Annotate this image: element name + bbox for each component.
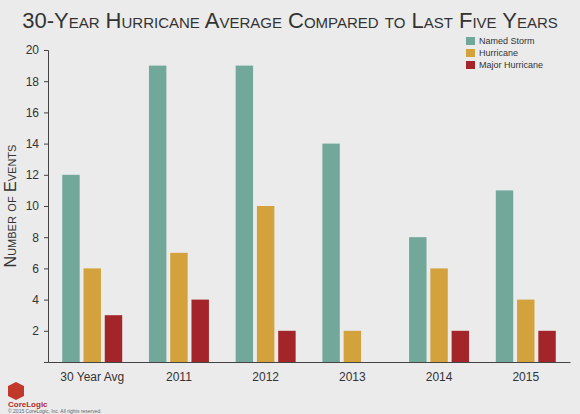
tick-label: 2: [32, 324, 39, 338]
legend-swatch: [466, 61, 475, 69]
tick-label: 20: [26, 43, 40, 57]
tick-label: 10: [26, 199, 40, 213]
bar: [496, 190, 513, 362]
tick-label: 2013: [339, 370, 366, 384]
tick-label: 2011: [166, 370, 192, 384]
axis-line: [44, 51, 49, 363]
tick: 2012: [252, 362, 279, 384]
bar: [278, 331, 295, 362]
chart: 30-Year Hurricane Average Compared to La…: [0, 0, 580, 414]
legend-swatch: [466, 37, 475, 45]
bar: [322, 144, 339, 362]
legend-swatch: [466, 49, 475, 57]
bar: [257, 206, 274, 362]
tick-label: 2012: [252, 370, 279, 384]
tick-label: 18: [26, 75, 40, 89]
series-bars: [62, 66, 513, 362]
logo-mark: [8, 382, 24, 400]
footer: CoreLogic© 2015 CoreLogic, Inc. All righ…: [8, 382, 102, 414]
tick: 12: [26, 168, 48, 182]
legend-label: Hurricane: [479, 48, 518, 58]
tick: 2011: [166, 362, 192, 384]
tick-mark: [44, 206, 48, 207]
bar: [149, 66, 166, 362]
bar: [430, 268, 447, 362]
tick: 4: [32, 293, 48, 307]
tick: 18: [26, 75, 48, 89]
tick: 20: [26, 43, 48, 57]
tick: 8: [32, 231, 48, 245]
tick-mark: [44, 81, 48, 82]
bar: [105, 315, 122, 362]
bar: [365, 362, 382, 363]
series-bars: [105, 300, 556, 362]
tick-mark: [44, 237, 48, 238]
bar: [409, 237, 426, 362]
tick-label: 2014: [426, 370, 453, 384]
tick-label: 2015: [512, 370, 539, 384]
bar: [538, 331, 555, 362]
tick-label: 8: [32, 231, 39, 245]
axis-line: [49, 362, 571, 363]
series-bars: [84, 206, 535, 362]
tick-mark: [44, 268, 48, 269]
bar: [62, 175, 79, 362]
legend-label: Major Hurricane: [479, 60, 543, 70]
tick-label: 16: [26, 106, 40, 120]
tick-label: 14: [26, 137, 40, 151]
tick: 16: [26, 106, 48, 120]
y-axis-title: Number of Events: [2, 145, 19, 268]
tick: 2013: [339, 362, 366, 384]
legend-label: Named Storm: [479, 36, 535, 46]
tick: 2015: [512, 362, 539, 384]
title: 30-Year Hurricane Average Compared to La…: [22, 8, 558, 33]
bar: [452, 331, 469, 362]
tick-mark: [44, 112, 48, 113]
tick: 10: [26, 199, 48, 213]
copyright: © 2015 CoreLogic, Inc. All rights reserv…: [8, 408, 102, 414]
tick-mark: [44, 144, 48, 145]
legend-item: Major Hurricane: [466, 60, 543, 70]
legend-item: Named Storm: [466, 36, 535, 46]
tick: 2014: [426, 362, 453, 384]
bar: [344, 331, 361, 362]
legend-item: Hurricane: [466, 48, 518, 58]
legend: Named Storm Hurricane Major Hurricane: [466, 36, 543, 70]
tick-label: 12: [26, 168, 40, 182]
tick: 14: [26, 137, 48, 151]
tick: 6: [32, 262, 48, 276]
tick-label: 4: [32, 293, 39, 307]
bar: [84, 268, 101, 362]
tick-mark: [44, 300, 48, 301]
tick-label: 6: [32, 262, 39, 276]
tick-mark: [44, 50, 48, 51]
y-axis: 2 4 6 8 10 12 14 16 18 20: [26, 43, 49, 362]
bar: [170, 253, 187, 362]
bars: [62, 66, 556, 362]
tick-mark: [44, 331, 48, 332]
tick: 2: [32, 324, 48, 338]
tick: 30 Year Avg: [60, 362, 124, 384]
x-axis: 30 Year Avg 2011 2012 2013 2014 2015: [49, 362, 571, 384]
bar: [517, 300, 534, 362]
tick-label: 30 Year Avg: [60, 370, 124, 384]
bar: [236, 66, 253, 362]
background: [0, 0, 580, 414]
tick-mark: [44, 175, 48, 176]
bar: [191, 300, 208, 362]
